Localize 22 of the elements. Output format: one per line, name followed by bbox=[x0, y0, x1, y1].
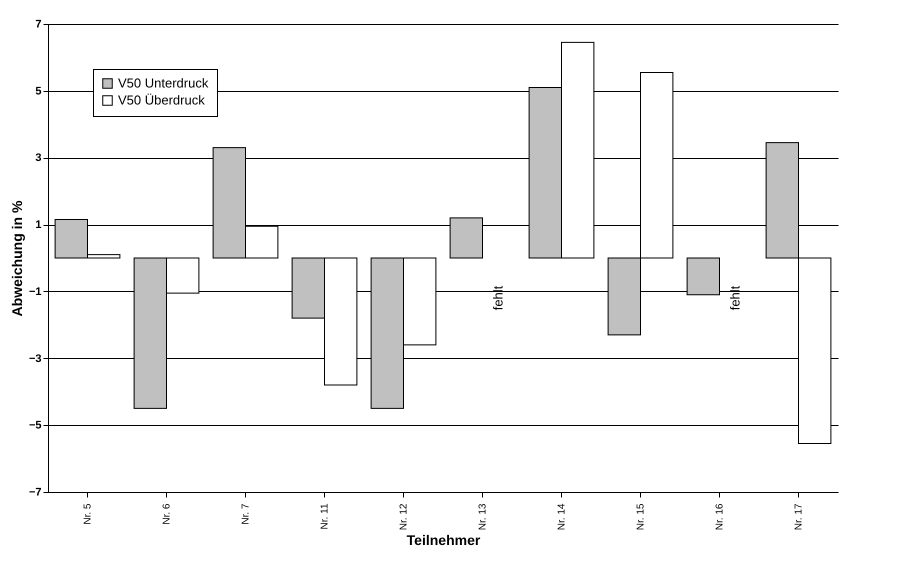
x-tick-label: Nr. 13 bbox=[478, 503, 488, 530]
x-tick-label: Nr. 6 bbox=[162, 503, 172, 525]
y-tick-label: −5 bbox=[28, 420, 42, 432]
x-tick-label: Nr. 16 bbox=[714, 503, 726, 530]
x-tick-label: Nr. 15 bbox=[636, 503, 646, 530]
y-tick-label: −1 bbox=[28, 286, 42, 298]
y-tick-label: 7 bbox=[35, 18, 42, 30]
y-tick-label: −3 bbox=[28, 352, 42, 365]
x-tick-label: Nr. 7 bbox=[240, 503, 252, 525]
x-tick-label: Nr. 17 bbox=[794, 503, 804, 530]
legend-label: V50 Überdruck bbox=[118, 92, 206, 108]
x-tick-label: Nr. 11 bbox=[320, 503, 330, 530]
y-tick-label: 5 bbox=[35, 85, 42, 98]
x-tick-label: Nr. 5 bbox=[82, 503, 94, 525]
y-axis-title: Abweichung in % bbox=[8, 200, 25, 316]
x-tick-label: Nr. 14 bbox=[556, 503, 568, 530]
y-tick-label: 1 bbox=[35, 219, 42, 232]
y-tick-label: 3 bbox=[35, 152, 42, 164]
x-tick-label: Nr. 12 bbox=[398, 503, 410, 530]
legend-label: V50 Unterdruck bbox=[118, 76, 209, 90]
y-tick-label: −7 bbox=[28, 486, 42, 498]
x-axis-title: Teilnehmer bbox=[406, 532, 481, 548]
